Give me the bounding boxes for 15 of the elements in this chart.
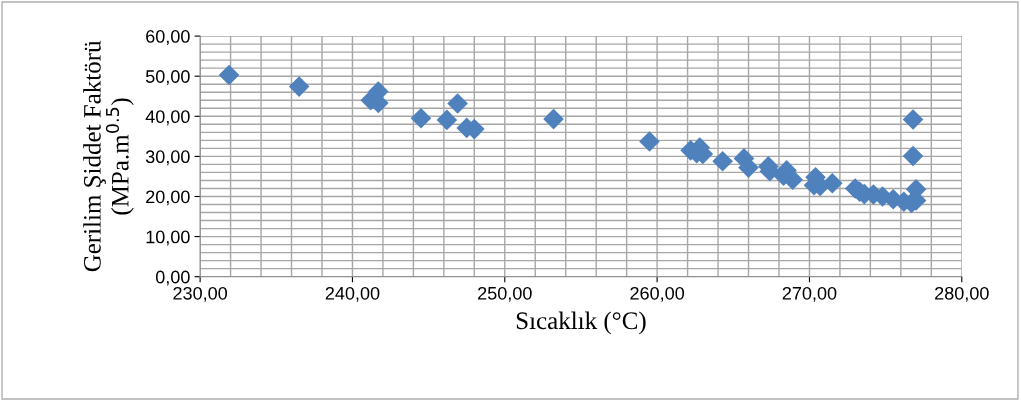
x-tick-label: 270,00 [782, 286, 837, 302]
y-axis-title: Gerilim Şiddet Faktörü (MPa.m$^{0.5}$) [83, 40, 134, 272]
x-tick-label: 250,00 [478, 286, 532, 302]
x-tick-label: 230,00 [173, 286, 228, 302]
y-tick-label: 50,00 [145, 70, 190, 86]
x-tick-label: 240,00 [325, 286, 380, 302]
y-tick-label: 60,00 [146, 30, 190, 45]
x-tick-label: 260,00 [630, 286, 685, 302]
x-axis-title: Sıcaklık (°C) [516, 311, 646, 335]
x-tick-label: 280,00 [935, 286, 989, 302]
y-tick-label: 30,00 [145, 150, 190, 166]
y-tick-label: 0,00 [155, 270, 190, 286]
y-tick-label: 20,00 [146, 190, 190, 206]
y-tick-label: 40,00 [145, 110, 190, 126]
y-tick-label: 10,00 [146, 230, 190, 246]
